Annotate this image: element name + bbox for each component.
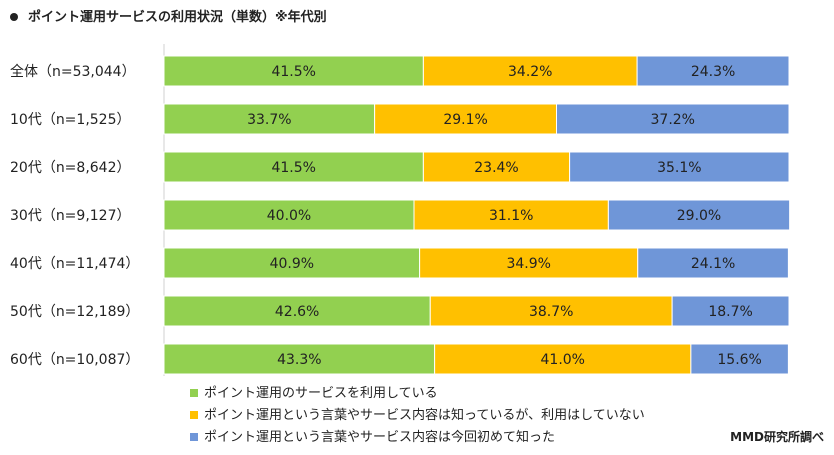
bar-segment-series-1 bbox=[429, 295, 673, 327]
data-label: 24.1% bbox=[691, 256, 735, 272]
data-label: 34.9% bbox=[506, 256, 550, 272]
bar-segment-series-2 bbox=[636, 55, 790, 87]
data-label: 37.2% bbox=[651, 112, 695, 128]
bullet-icon bbox=[10, 12, 18, 21]
data-label: 40.0% bbox=[267, 208, 311, 224]
data-label: 24.3% bbox=[691, 64, 735, 80]
category-label: 10代（n=1,525） bbox=[10, 112, 131, 128]
bar-segment-series-2 bbox=[690, 343, 789, 375]
data-label: 34.2% bbox=[508, 64, 552, 80]
legend-label-2: ポイント運用という言葉やサービス内容は今回初めて知った bbox=[204, 430, 556, 445]
bar-segment-series-2 bbox=[556, 103, 790, 135]
data-label: 41.5% bbox=[271, 64, 315, 80]
bar-segment-series-0 bbox=[163, 103, 376, 135]
category-label: 30代（n=9,127） bbox=[10, 208, 131, 224]
bar-segment-series-2 bbox=[637, 247, 789, 279]
bar-segment-series-0 bbox=[163, 55, 424, 87]
bar-segment-series-2 bbox=[671, 295, 790, 327]
legend-swatch-1 bbox=[190, 410, 198, 419]
bar-segment-series-0 bbox=[163, 199, 415, 231]
chart-title: ポイント運用サービスの利用状況（単数）※年代別 bbox=[28, 10, 327, 25]
legend-swatch-0 bbox=[190, 388, 198, 397]
data-label: 23.4% bbox=[474, 160, 518, 176]
bar-segment-series-1 bbox=[422, 151, 571, 183]
bar-segment-series-1 bbox=[434, 343, 692, 375]
data-label: 29.0% bbox=[677, 208, 721, 224]
data-label: 15.6% bbox=[717, 352, 761, 368]
bar-segment-series-1 bbox=[422, 55, 638, 87]
legend-label-0: ポイント運用のサービスを利用している bbox=[204, 386, 438, 401]
data-label: 41.5% bbox=[271, 160, 315, 176]
bar-segment-series-2 bbox=[607, 199, 791, 231]
data-label: 35.1% bbox=[657, 160, 701, 176]
category-label: 20代（n=8,642） bbox=[10, 160, 131, 176]
legend-swatch-2 bbox=[190, 432, 198, 441]
data-label: 40.9% bbox=[270, 256, 314, 272]
legend: ポイント運用のサービスを利用している ポイント運用という言葉やサービス内容は知っ… bbox=[190, 383, 645, 449]
category-label: 40代（n=11,474） bbox=[10, 256, 139, 272]
category-label: 60代（n=10,087） bbox=[10, 352, 139, 368]
data-label: 43.3% bbox=[277, 352, 321, 368]
data-label: 38.7% bbox=[529, 304, 573, 320]
data-label: 29.1% bbox=[443, 112, 487, 128]
data-label: 18.7% bbox=[708, 304, 752, 320]
legend-label-1: ポイント運用という言葉やサービス内容は知っているが、利用はしていない bbox=[204, 408, 645, 423]
source-credit: MMD研究所調べ bbox=[730, 430, 824, 444]
bar-segment-series-0 bbox=[163, 247, 421, 279]
category-label: 50代（n=12,189） bbox=[10, 304, 139, 320]
bar-segment-series-0 bbox=[163, 295, 431, 327]
bar-segment-series-1 bbox=[374, 103, 557, 135]
bar-segment-series-0 bbox=[163, 343, 436, 375]
bar-segment-series-1 bbox=[419, 247, 639, 279]
category-label: 全体（n=53,044） bbox=[10, 63, 136, 80]
bar-segment-series-2 bbox=[569, 151, 790, 183]
data-label: 31.1% bbox=[489, 208, 533, 224]
chart-title-row: ポイント運用サービスの利用状況（単数）※年代別 bbox=[10, 6, 327, 25]
data-label: 41.0% bbox=[541, 352, 585, 368]
legend-item-series-1: ポイント運用という言葉やサービス内容は知っているが、利用はしていない bbox=[190, 405, 645, 427]
legend-item-series-2: ポイント運用という言葉やサービス内容は今回初めて知った bbox=[190, 427, 645, 449]
data-label: 33.7% bbox=[247, 112, 291, 128]
bar-segment-series-1 bbox=[413, 199, 609, 231]
legend-item-series-0: ポイント運用のサービスを利用している bbox=[190, 383, 645, 405]
data-label: 42.6% bbox=[275, 304, 319, 320]
